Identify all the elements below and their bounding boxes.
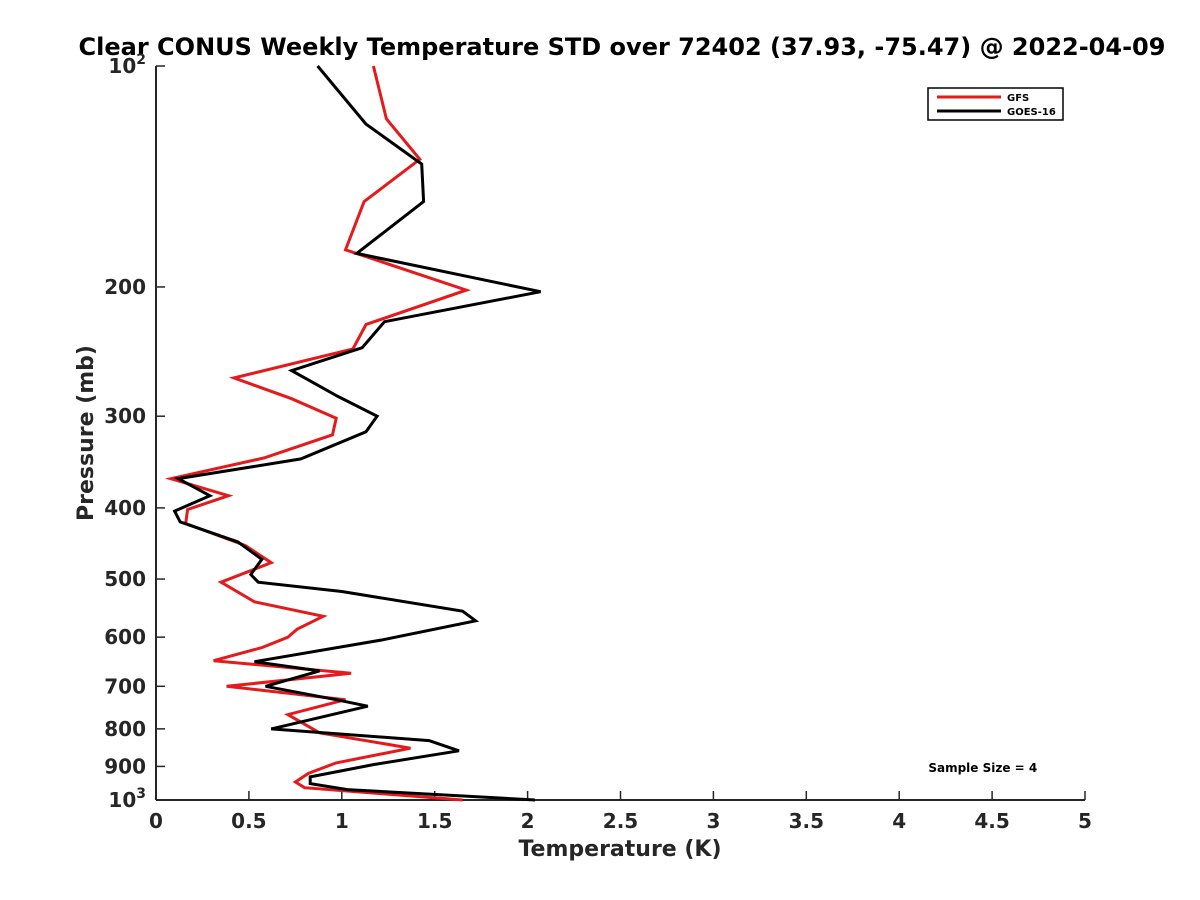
y-tick-label-base: 700 xyxy=(104,674,146,698)
x-tick-label: 3 xyxy=(706,809,720,833)
x-tick-label: 4 xyxy=(892,809,906,833)
x-tick-label: 1.5 xyxy=(417,809,452,833)
legend: GFS GOES-16 xyxy=(927,87,1064,121)
y-tick-label-base: 400 xyxy=(104,496,146,520)
y-tick-label-base: 300 xyxy=(104,404,146,428)
sample-size-annotation: Sample Size = 4 xyxy=(928,761,1037,775)
y-tick-label-base: 10 xyxy=(108,54,136,78)
x-tick-label: 0.5 xyxy=(231,809,266,833)
y-tick-label-base: 900 xyxy=(104,754,146,778)
y-axis-label: Pressure (mb) xyxy=(74,345,99,521)
y-tick-label: 300 xyxy=(104,404,146,428)
y-tick-label: 500 xyxy=(104,567,146,591)
x-tick-label: 4.5 xyxy=(974,809,1009,833)
x-tick-label: 1 xyxy=(335,809,349,833)
legend-label: GOES-16 xyxy=(1007,107,1056,118)
series-line-goes-16 xyxy=(172,65,541,802)
x-tick-label: 3.5 xyxy=(789,809,824,833)
x-tick-label: 0 xyxy=(149,809,163,833)
series-layer xyxy=(164,65,541,802)
y-tick-label-base: 10 xyxy=(108,788,136,812)
y-tick-label-exponent: 2 xyxy=(136,52,146,68)
chart-title: Clear CONUS Weekly Temperature STD over … xyxy=(79,33,1166,61)
legend-box xyxy=(927,87,1064,121)
y-tick-label-base: 600 xyxy=(104,625,146,649)
y-tick-label-base: 800 xyxy=(104,717,146,741)
x-axis-ticks: 0 0.5 1 1.5 2 2.5 3 3.5 4 4.5 5 xyxy=(149,791,1092,833)
legend-label: GFS xyxy=(1007,93,1029,104)
y-tick-label: 400 xyxy=(104,496,146,520)
x-tick-label: 5 xyxy=(1078,809,1092,833)
y-tick-label-exponent: 3 xyxy=(136,786,146,802)
x-tick-label: 2.5 xyxy=(603,809,638,833)
plot-area xyxy=(155,66,1085,801)
x-axis-label: Temperature (K) xyxy=(518,837,721,862)
y-tick-label: 200 xyxy=(104,275,146,299)
x-tick-label: 2 xyxy=(521,809,535,833)
y-tick-label: 600 xyxy=(104,625,146,649)
y-tick-label: 102 xyxy=(108,52,146,78)
y-tick-label-base: 500 xyxy=(104,567,146,591)
y-tick-label: 700 xyxy=(104,674,146,698)
y-tick-label: 800 xyxy=(104,717,146,741)
y-tick-label-base: 200 xyxy=(104,275,146,299)
y-tick-label: 900 xyxy=(104,754,146,778)
y-tick-label: 103 xyxy=(108,786,146,812)
